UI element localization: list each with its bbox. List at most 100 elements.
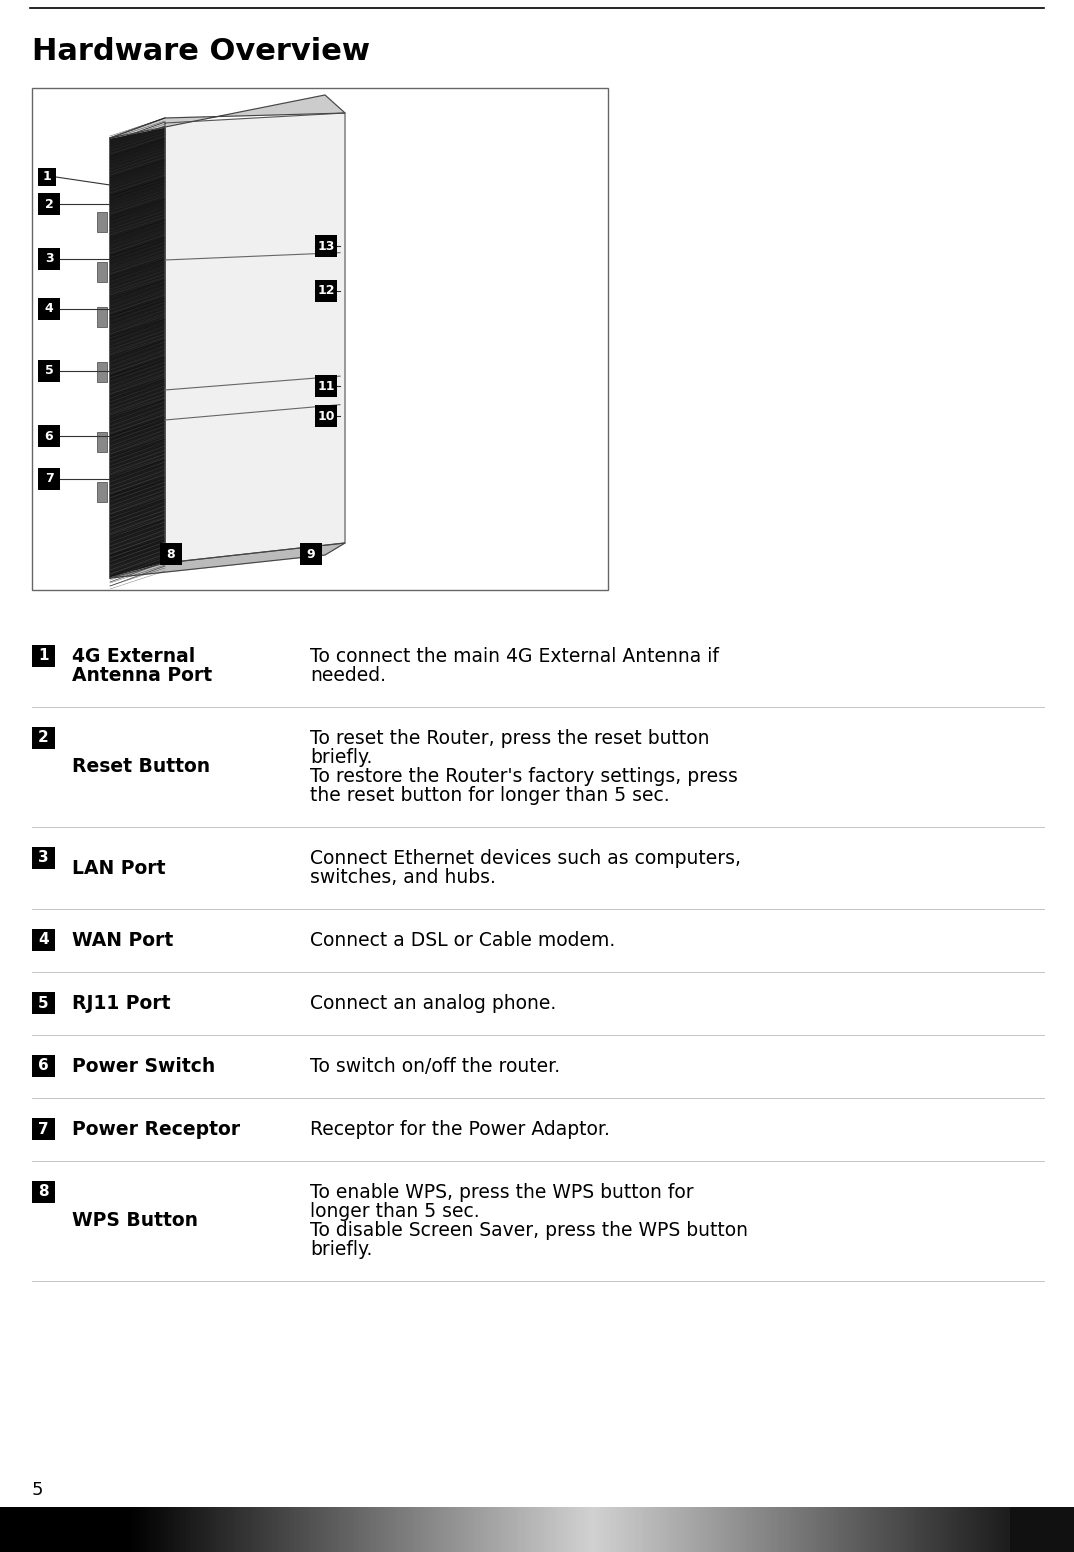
Bar — [32, 930, 55, 951]
Bar — [32, 1117, 55, 1141]
Bar — [505, 1507, 509, 1552]
Bar — [97, 1507, 101, 1552]
Bar — [953, 1507, 957, 1552]
Bar — [634, 1507, 638, 1552]
Bar — [240, 1507, 245, 1552]
Bar — [394, 1507, 398, 1552]
Text: 5: 5 — [32, 1481, 44, 1499]
Bar — [1024, 1507, 1029, 1552]
Text: To restore the Router's factory settings, press: To restore the Router's factory settings… — [310, 767, 738, 785]
Bar — [344, 1507, 348, 1552]
Bar — [927, 1507, 932, 1552]
Bar — [311, 1507, 316, 1552]
Bar — [315, 405, 337, 427]
Bar — [813, 1507, 817, 1552]
Bar — [706, 1507, 710, 1552]
Bar — [916, 1507, 921, 1552]
Bar — [483, 1507, 488, 1552]
Bar — [895, 1507, 900, 1552]
Bar — [981, 1507, 986, 1552]
Bar — [282, 1507, 288, 1552]
Bar — [873, 1507, 879, 1552]
Bar — [1013, 1507, 1018, 1552]
Bar — [605, 1507, 610, 1552]
Bar — [967, 1507, 971, 1552]
Bar — [934, 1507, 939, 1552]
Bar — [336, 1507, 342, 1552]
Text: 11: 11 — [317, 380, 335, 393]
Bar — [516, 1507, 520, 1552]
Bar — [293, 1507, 299, 1552]
Polygon shape — [110, 95, 345, 138]
Bar — [494, 1507, 498, 1552]
Bar — [996, 1507, 1000, 1552]
Text: 8: 8 — [39, 1184, 48, 1200]
Bar — [222, 1507, 227, 1552]
Text: 12: 12 — [317, 284, 335, 298]
Bar — [537, 1507, 541, 1552]
Bar — [426, 1507, 431, 1552]
Bar — [1010, 1507, 1014, 1552]
Bar — [287, 1507, 291, 1552]
Bar — [562, 1507, 567, 1552]
Bar — [72, 1507, 76, 1552]
Bar — [830, 1507, 836, 1552]
Bar — [75, 1507, 79, 1552]
Bar — [158, 1507, 162, 1552]
Bar — [250, 1507, 256, 1552]
Bar — [164, 1507, 170, 1552]
Bar — [46, 1507, 52, 1552]
Bar — [540, 1507, 546, 1552]
Bar — [867, 1507, 871, 1552]
Bar — [97, 307, 107, 327]
Bar — [25, 1507, 30, 1552]
Bar — [959, 1507, 964, 1552]
Bar — [215, 1507, 219, 1552]
Bar — [738, 1507, 742, 1552]
Bar — [669, 1507, 674, 1552]
Bar — [86, 1507, 90, 1552]
Bar — [362, 1507, 366, 1552]
Bar — [21, 1507, 26, 1552]
Bar — [347, 1507, 352, 1552]
Bar — [107, 1507, 112, 1552]
Text: longer than 5 sec.: longer than 5 sec. — [310, 1201, 480, 1221]
Bar — [365, 1507, 369, 1552]
Bar — [451, 1507, 455, 1552]
Bar — [985, 1507, 989, 1552]
Bar — [32, 726, 55, 750]
Bar — [50, 1507, 55, 1552]
Bar — [169, 1507, 173, 1552]
Bar — [988, 1507, 992, 1552]
Bar — [97, 483, 107, 501]
Bar — [784, 1507, 788, 1552]
Bar — [859, 1507, 863, 1552]
Bar — [78, 1507, 84, 1552]
Bar — [798, 1507, 803, 1552]
Bar — [999, 1507, 1003, 1552]
Polygon shape — [165, 113, 345, 563]
Polygon shape — [110, 543, 345, 577]
Bar — [899, 1507, 903, 1552]
Text: To reset the Router, press the reset button: To reset the Router, press the reset but… — [310, 729, 710, 748]
Bar — [545, 1507, 549, 1552]
Bar — [38, 192, 60, 216]
Bar — [233, 1507, 237, 1552]
Bar — [38, 248, 60, 270]
Text: 5: 5 — [45, 365, 54, 377]
Text: Connect a DSL or Cable modem.: Connect a DSL or Cable modem. — [310, 931, 615, 950]
Bar — [1031, 1507, 1035, 1552]
Bar — [691, 1507, 696, 1552]
Bar — [104, 1507, 108, 1552]
Bar — [226, 1507, 230, 1552]
Bar — [701, 1507, 707, 1552]
Bar — [40, 1507, 44, 1552]
Text: 7: 7 — [39, 1122, 48, 1136]
Bar — [551, 1507, 556, 1552]
Bar — [32, 847, 55, 869]
Text: 9: 9 — [307, 548, 316, 560]
Bar — [408, 1507, 412, 1552]
Bar — [175, 1507, 180, 1552]
Bar — [526, 1507, 531, 1552]
Bar — [97, 431, 107, 452]
